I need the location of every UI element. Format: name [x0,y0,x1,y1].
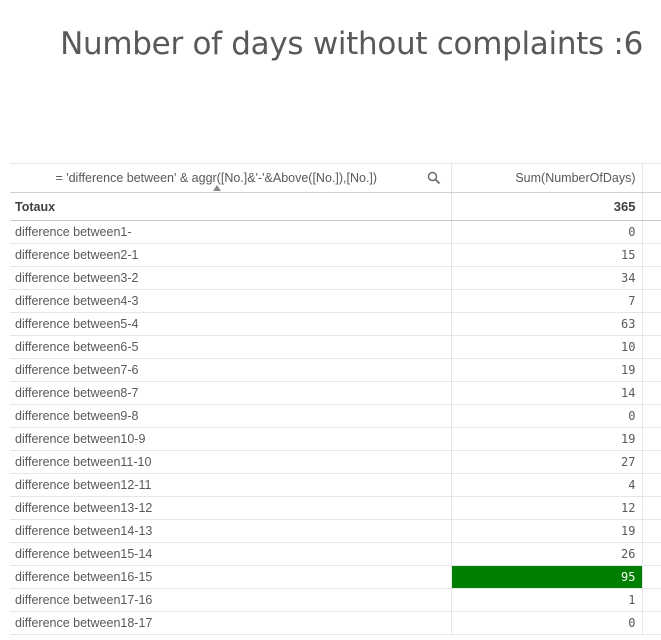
row-label[interactable]: difference between11-10 [10,450,452,474]
row-spacer [642,450,661,474]
dimension-header-label: = 'difference between' & aggr([No.]&'-'&… [55,171,378,185]
dimension-column-header[interactable]: = 'difference between' & aggr([No.]&'-'&… [10,163,452,193]
table-row[interactable]: difference between18-17 0 [10,611,661,635]
measure-column-header[interactable]: Sum(NumberOfDays) [451,163,643,193]
totals-label: Totaux [10,192,452,221]
row-label[interactable]: difference between18-17 [10,611,452,635]
row-label[interactable]: difference between14-13 [10,519,452,543]
measure-header-label: Sum(NumberOfDays) [515,171,636,185]
table-row[interactable]: difference between5-4 63 [10,312,661,336]
row-label[interactable]: difference between7-6 [10,358,452,382]
row-label[interactable]: difference between12-11 [10,473,452,497]
row-spacer [642,565,661,589]
row-spacer [642,335,661,359]
table-row[interactable]: difference between2-1 15 [10,243,661,267]
row-value: 10 [451,335,643,359]
row-value-highlighted: 95 [451,565,643,589]
row-value: 0 [451,220,643,244]
table-row[interactable]: difference between10-9 19 [10,427,661,451]
row-value: 4 [451,473,643,497]
straight-table[interactable]: = 'difference between' & aggr([No.]&'-'&… [10,163,661,640]
row-value: 15 [451,243,643,267]
row-label[interactable]: difference between10-9 [10,427,452,451]
row-value: 27 [451,450,643,474]
row-spacer [642,243,661,267]
header-row: = 'difference between' & aggr([No.]&'-'&… [10,163,661,193]
row-value: 63 [451,312,643,336]
row-spacer [642,542,661,566]
row-spacer [642,192,661,221]
row-spacer [642,588,661,612]
totals-value: 365 [451,192,643,221]
table-row[interactable]: difference between17-16 1 [10,588,661,612]
table-row[interactable]: difference between14-13 19 [10,519,661,543]
row-spacer [642,427,661,451]
kpi-title: Number of days without complaints :6 [60,26,643,62]
table-row[interactable]: difference between3-2 34 [10,266,661,290]
row-spacer [642,473,661,497]
row-label[interactable]: difference between5-4 [10,312,452,336]
row-spacer [642,220,661,244]
data-table: = 'difference between' & aggr([No.]&'-'&… [10,163,661,635]
row-spacer [642,289,661,313]
row-spacer [642,519,661,543]
row-label[interactable]: difference between1- [10,220,452,244]
table-row[interactable]: difference between11-10 27 [10,450,661,474]
totals-row: Totaux 365 [10,192,661,221]
table-row[interactable]: difference between8-7 14 [10,381,661,405]
table-row[interactable]: difference between6-5 10 [10,335,661,359]
row-spacer [642,381,661,405]
table-row[interactable]: difference between7-6 19 [10,358,661,382]
row-spacer [642,266,661,290]
row-label[interactable]: difference between13-12 [10,496,452,520]
row-value: 14 [451,381,643,405]
header-spacer [642,163,661,193]
row-spacer [642,611,661,635]
row-spacer [642,496,661,520]
table-row[interactable]: difference between15-14 26 [10,542,661,566]
row-label[interactable]: difference between2-1 [10,243,452,267]
row-label[interactable]: difference between16-15 [10,565,452,589]
row-label[interactable]: difference between6-5 [10,335,452,359]
row-value: 0 [451,611,643,635]
search-icon[interactable] [427,171,441,185]
table-row[interactable]: difference between4-3 7 [10,289,661,313]
row-label[interactable]: difference between15-14 [10,542,452,566]
row-value: 26 [451,542,643,566]
row-label[interactable]: difference between4-3 [10,289,452,313]
row-label[interactable]: difference between3-2 [10,266,452,290]
row-value: 7 [451,289,643,313]
row-label[interactable]: difference between8-7 [10,381,452,405]
table-row[interactable]: difference between16-15 95 [10,565,661,589]
table-row[interactable]: difference between13-12 12 [10,496,661,520]
row-spacer [642,312,661,336]
row-value: 12 [451,496,643,520]
sort-ascending-icon [213,185,221,191]
table-row[interactable]: difference between1- 0 [10,220,661,244]
row-value: 19 [451,427,643,451]
row-label[interactable]: difference between17-16 [10,588,452,612]
row-value: 19 [451,519,643,543]
row-spacer [642,358,661,382]
table-row[interactable]: difference between9-8 0 [10,404,661,428]
row-value: 1 [451,588,643,612]
row-value: 34 [451,266,643,290]
row-label[interactable]: difference between9-8 [10,404,452,428]
row-value: 0 [451,404,643,428]
row-value: 19 [451,358,643,382]
table-row[interactable]: difference between12-11 4 [10,473,661,497]
row-spacer [642,404,661,428]
